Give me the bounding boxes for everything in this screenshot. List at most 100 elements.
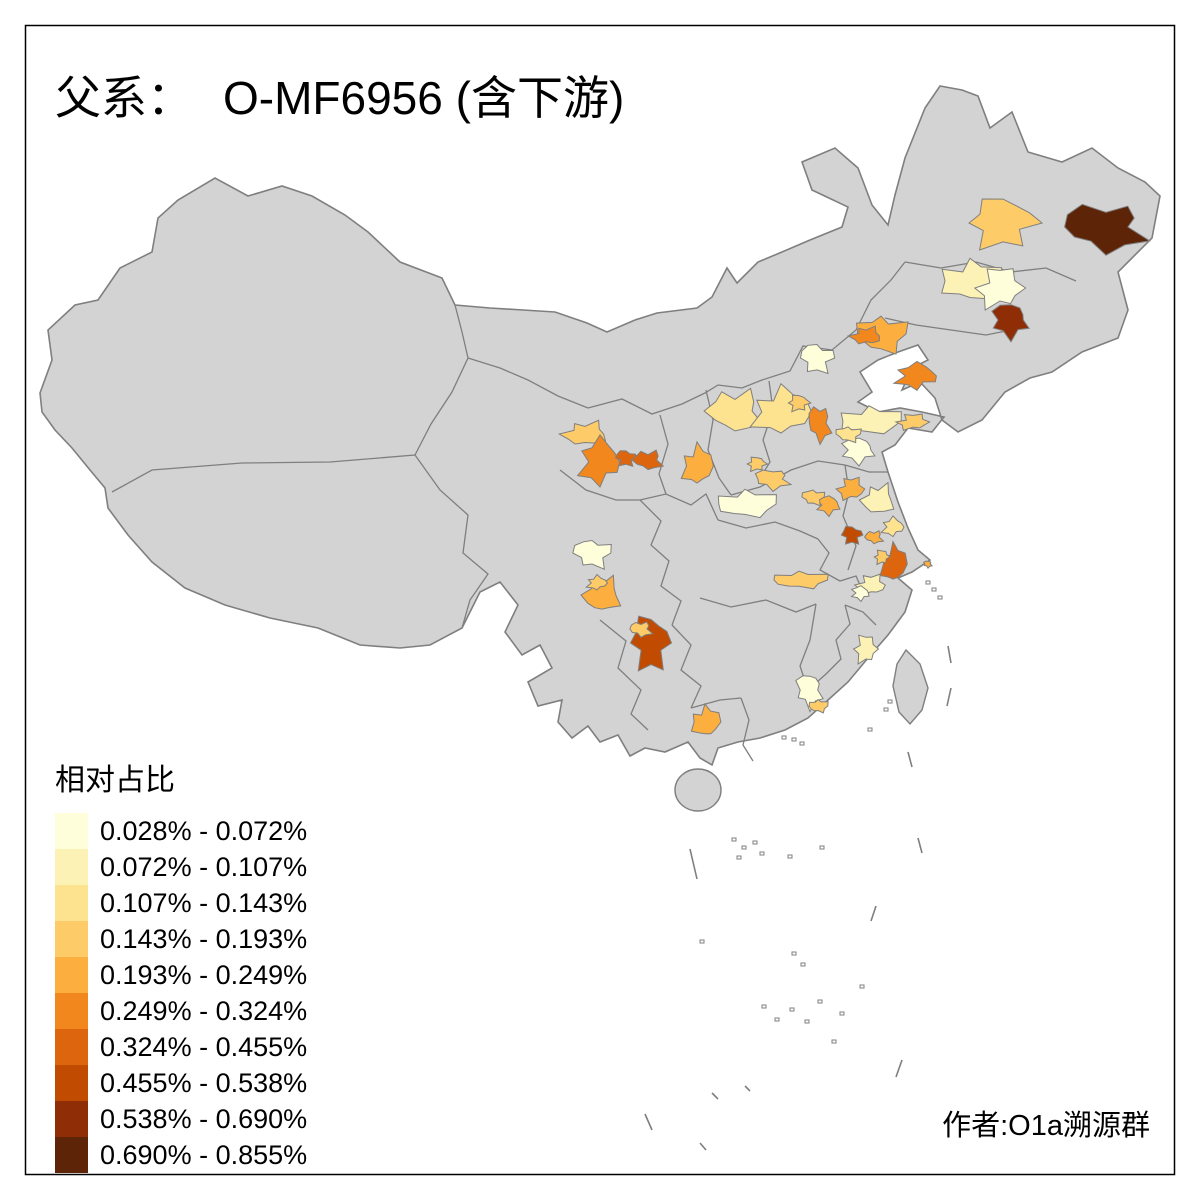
legend-label: 0.455% - 0.538% xyxy=(100,1068,308,1098)
legend-row: 0.193% - 0.249% xyxy=(55,957,307,993)
province-border-line xyxy=(414,304,469,456)
legend-label: 0.538% - 0.690% xyxy=(100,1104,308,1134)
plot-frame xyxy=(24,24,1176,1176)
legend-row: 0.072% - 0.107% xyxy=(55,849,307,885)
legend-label: 0.324% - 0.455% xyxy=(100,1032,308,1062)
islet-mark xyxy=(831,1039,837,1044)
dash-line-mark xyxy=(895,1059,903,1078)
dash-line-mark xyxy=(644,1113,653,1131)
islet-mark xyxy=(925,580,931,585)
region-xuzhou xyxy=(835,476,866,502)
islet-mark xyxy=(804,1019,810,1024)
province-border-line xyxy=(658,414,669,495)
region-shanxi-central xyxy=(703,387,764,432)
islet-mark xyxy=(736,855,742,860)
legend-row: 0.143% - 0.193% xyxy=(55,921,307,957)
islet-mark xyxy=(883,707,889,712)
legend-row: 0.324% - 0.455% xyxy=(55,1029,307,1065)
province-border-line xyxy=(730,460,846,496)
region-yulin-guangxi xyxy=(690,702,722,735)
region-shandong-northwest xyxy=(840,405,902,435)
region-hohhot xyxy=(787,394,812,413)
region-suzhou-wan xyxy=(815,495,841,518)
islet-mark xyxy=(859,984,865,989)
islet-mark xyxy=(817,999,823,1004)
dash-line-mark xyxy=(744,1085,751,1092)
islet-mark xyxy=(759,851,765,856)
islet-mark xyxy=(731,837,737,842)
legend-swatch xyxy=(55,957,88,993)
title-haplogroup: O-MF6956 ( xyxy=(223,72,471,124)
legend-row: 0.028% - 0.072% xyxy=(55,813,307,849)
region-yanan xyxy=(680,440,714,484)
islet-mark xyxy=(752,840,758,845)
region-chifeng xyxy=(846,325,880,345)
province-border-line xyxy=(467,357,589,409)
region-jinan xyxy=(835,426,862,444)
legend-swatch xyxy=(55,1029,88,1065)
legend-label: 0.690% - 0.855% xyxy=(100,1140,308,1170)
province-border-line xyxy=(844,604,877,626)
province-border-line xyxy=(855,261,906,331)
region-bijie xyxy=(629,621,655,638)
province-border-line xyxy=(717,519,819,540)
region-chaoshan xyxy=(808,698,829,714)
south-sea-islets xyxy=(644,580,952,1151)
title-note: 含下游 xyxy=(470,73,609,124)
legend-label: 0.143% - 0.193% xyxy=(100,924,308,954)
islet-mark xyxy=(931,587,937,592)
region-wuxi-west xyxy=(873,549,891,566)
region-jiamusi xyxy=(1064,203,1152,256)
legend-label: 0.028% - 0.072% xyxy=(100,816,308,846)
legend-label: 0.249% - 0.324% xyxy=(100,996,308,1026)
region-tonghua xyxy=(991,304,1030,343)
region-dingxi-tianshui xyxy=(576,434,621,488)
dash-line-mark xyxy=(917,837,923,854)
region-dalian xyxy=(892,360,937,391)
legend-label: 0.193% - 0.249% xyxy=(100,960,308,990)
province-border-line xyxy=(699,597,817,613)
islet-mark xyxy=(819,845,825,850)
taiwan-island xyxy=(892,648,929,726)
dash-line-mark xyxy=(699,1142,707,1151)
dash-line-mark xyxy=(946,687,952,707)
region-nanjing xyxy=(840,525,864,545)
legend-swatch xyxy=(55,885,88,921)
province-border-line xyxy=(559,469,719,521)
islet-mark xyxy=(787,854,793,859)
legend-swatch xyxy=(55,849,88,885)
islet-mark xyxy=(761,1004,767,1009)
province-border-line xyxy=(111,454,416,493)
region-meizhou xyxy=(795,675,824,713)
legend-row: 0.455% - 0.538% xyxy=(55,1065,307,1101)
dash-line-mark xyxy=(711,1092,719,1100)
region-changzhou-wuxi xyxy=(879,540,908,580)
legend: 相对占比 0.028% - 0.072% 0.072% - 0.107% 0.107… xyxy=(55,755,307,1173)
islet-mark xyxy=(781,735,787,740)
province-border-line xyxy=(414,454,489,629)
region-suihua xyxy=(968,198,1044,251)
region-zhengzhou xyxy=(754,469,793,493)
legend-rows: 0.028% - 0.072% 0.072% - 0.107% 0.107% - 0… xyxy=(55,813,307,1173)
region-pingliang xyxy=(614,450,638,468)
province-borders xyxy=(111,261,1077,762)
region-chongming xyxy=(923,560,934,570)
region-mianyang xyxy=(572,539,612,571)
islet-mark xyxy=(774,1017,780,1022)
attribution: 作者:O1a溯源群 xyxy=(942,1110,1150,1142)
islet-mark xyxy=(791,737,797,742)
region-qingyang xyxy=(631,449,665,471)
province-border-line xyxy=(759,380,774,479)
legend-swatch xyxy=(55,1065,88,1101)
province-border-line xyxy=(690,697,742,709)
region-huzhou xyxy=(850,585,870,603)
region-leshan xyxy=(584,573,609,591)
islet-mark xyxy=(791,951,797,956)
legend-label: 0.072% - 0.107% xyxy=(100,852,308,882)
legend-swatch xyxy=(55,921,88,957)
islet-mark xyxy=(867,727,873,732)
region-shandong-central xyxy=(840,437,876,467)
legend-row: 0.538% - 0.690% xyxy=(55,1101,307,1137)
islet-mark xyxy=(699,939,705,944)
